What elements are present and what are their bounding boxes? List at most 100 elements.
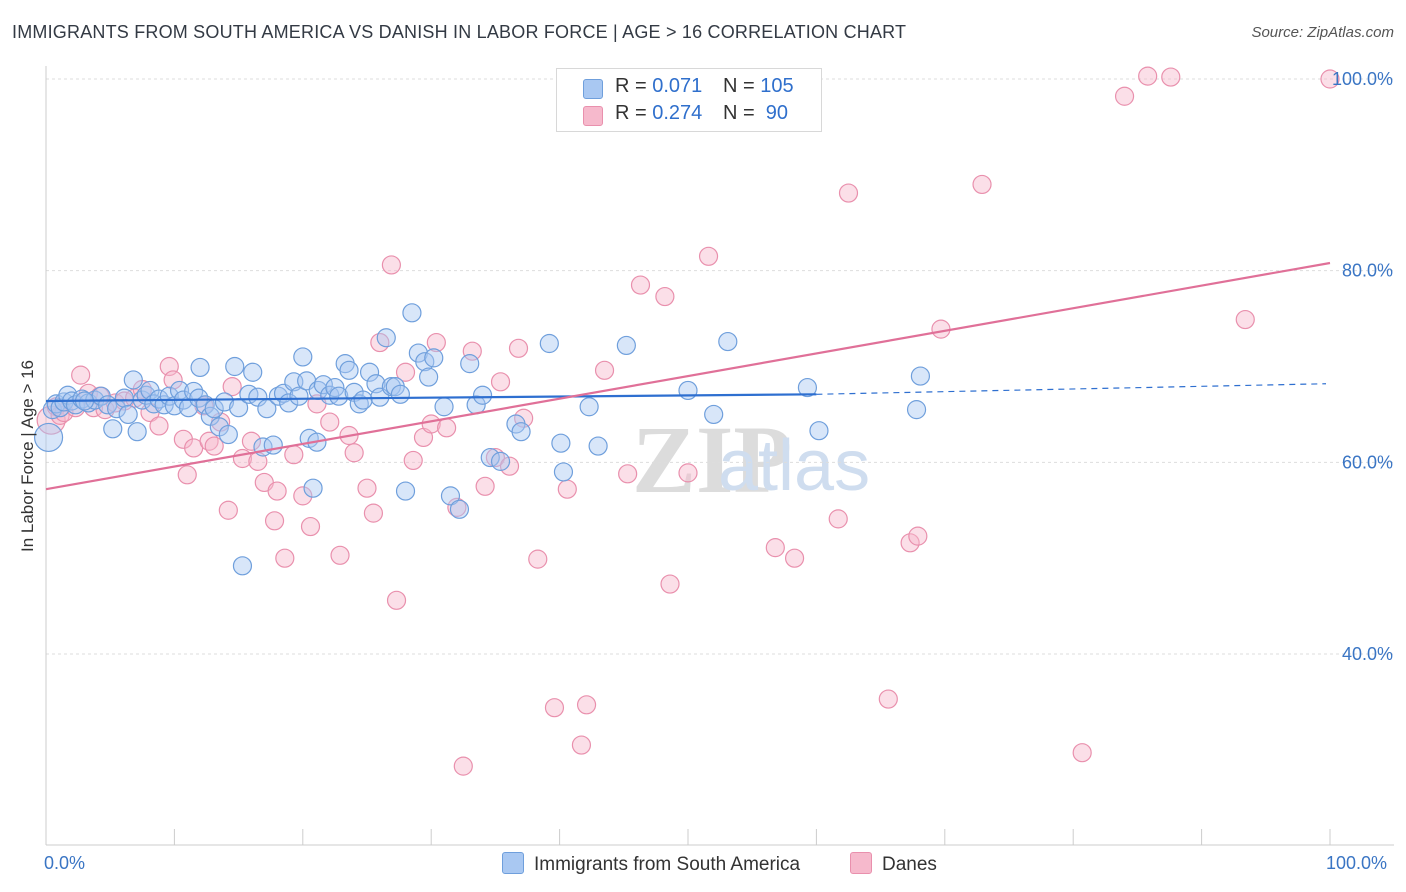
danes-point [71,365,91,385]
legend-label-immigrants: Immigrants from South America [534,854,801,875]
immigrants-point [434,397,454,417]
y-axis-label: In Labor Force | Age > 16 [18,359,37,553]
danes-point [386,590,407,610]
danes-point [475,476,495,496]
immigrants-point [390,384,410,404]
danes-point [218,500,238,520]
immigrants-point [511,422,531,442]
danes-point [630,275,651,295]
immigrants-point [449,499,470,519]
danes-point [571,735,592,755]
immigrants-point [395,481,416,501]
danes-point [300,516,321,537]
danes-point [972,174,992,195]
danes-point [357,478,377,498]
immigrants-point [616,335,636,356]
y-tick-labels: 40.0% 60.0% 80.0% 100.0% [1332,69,1393,664]
immigrants-point [906,400,927,420]
immigrants-point [313,375,333,395]
immigrants-point [588,436,608,456]
danes-point [594,360,615,380]
danes-point [1072,743,1092,763]
danes-point [618,464,638,484]
immigrants-points [33,303,931,576]
danes-point [784,548,805,568]
immigrants-point [579,397,599,417]
immigrants-point [303,478,323,498]
danes-point [344,443,364,463]
danes-point [204,436,224,456]
danes-point [1114,86,1135,106]
danes-point [908,526,928,546]
immigrants-point [243,362,263,382]
danes-point [222,377,242,397]
legend-swatch-blue [583,79,603,99]
danes-point [900,533,920,553]
legend-n-immigrants: N = 105 [723,75,794,97]
immigrants-point [190,357,210,378]
danes-point [576,695,597,715]
danes-point [241,431,262,451]
immigrants-point [809,421,829,441]
danes-point [1138,66,1158,86]
danes-point [275,548,295,568]
legend-item-immigrants: Immigrants from South America [502,852,800,876]
y-tick-label-80: 80.0% [1342,261,1393,281]
immigrants-point [218,424,238,445]
axes [45,66,1394,846]
danes-point [426,332,446,353]
danes-point [403,450,423,471]
danes-point [838,183,859,203]
legend-r-immigrants: R = 0.071 [615,75,703,97]
danes-point [660,574,680,594]
y-tick-label-40: 40.0% [1342,644,1393,664]
immigrants-point [114,388,134,408]
danes-point [557,479,577,499]
immigrants-point [718,331,738,352]
immigrants-trend-extension [816,383,1327,395]
danes-point [485,447,505,468]
immigrants-point [225,356,245,377]
danes-point [177,465,197,485]
danes-point [499,456,520,476]
legend-r-danes: R = 0.274 [615,102,703,124]
y-tick-label-60: 60.0% [1342,452,1393,472]
immigrants-point [359,362,380,382]
danes-point [284,445,304,465]
series-legend: Immigrants from South America Danes [0,852,1406,878]
danes-point [267,481,287,501]
danes-point [264,511,285,531]
immigrants-point [910,366,931,386]
danes-point [931,319,951,339]
danes-point [320,412,340,432]
immigrants-point [551,433,571,453]
danes-point [381,255,401,275]
legend-label-danes: Danes [882,854,937,875]
immigrants-point [263,435,283,455]
immigrants-point [214,392,235,412]
immigrants-point [460,354,480,374]
immigrants-point [268,386,289,406]
legend-swatch-immigrants [502,852,524,874]
y-tick-label-100: 100.0% [1332,69,1393,89]
immigrants-point [353,390,373,410]
immigrants-point [329,386,349,406]
danes-point [698,246,719,266]
trend-lines [45,261,1331,491]
danes-point [655,286,675,307]
immigrants-point [797,377,818,398]
danes-point [678,463,698,483]
immigrants-point [490,451,511,471]
danes-point [437,418,457,438]
immigrants-point [103,419,123,439]
immigrants-point [704,404,724,425]
danes-point [544,698,565,718]
danes-point [163,370,183,390]
immigrants-point [678,380,698,401]
immigrants-point [33,422,64,453]
immigrants-point [376,328,396,348]
immigrants-point [289,386,309,406]
immigrants-point [118,404,138,425]
immigrants-point [123,370,143,390]
danes-point [363,503,384,523]
